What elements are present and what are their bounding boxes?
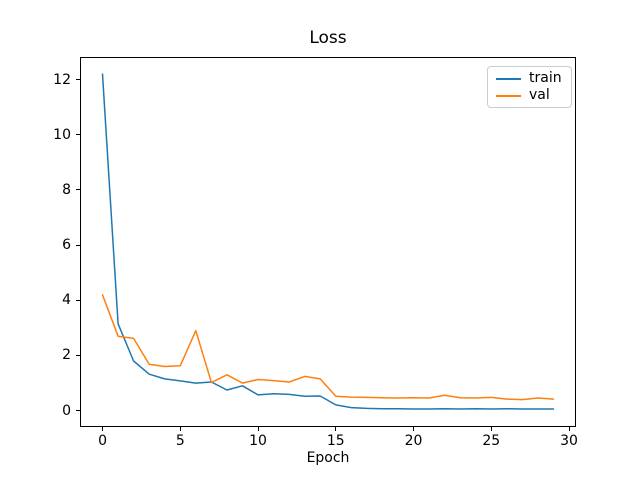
x-tick-label: 25 <box>482 433 501 449</box>
plot-area <box>80 57 576 427</box>
y-tick-label: 4 <box>62 292 71 309</box>
y-tick-label: 10 <box>53 126 71 143</box>
x-tick-mark <box>490 427 492 431</box>
y-tick-label: 12 <box>53 71 71 88</box>
x-tick-label: 30 <box>560 433 578 449</box>
x-tick-mark <box>179 427 181 431</box>
x-tick-label: 0 <box>98 433 107 449</box>
x-axis-label: Epoch <box>306 450 350 466</box>
y-tick-mark <box>76 244 80 246</box>
y-tick-label: 0 <box>62 402 71 419</box>
legend-item-val: val <box>496 88 562 103</box>
legend-item-train: train <box>496 71 562 86</box>
y-tick-mark <box>76 354 80 356</box>
y-tick-label: 6 <box>62 237 71 254</box>
x-tick-mark <box>335 427 337 431</box>
y-tick-mark <box>76 189 80 191</box>
train-line-sample-icon <box>496 77 521 80</box>
x-tick-mark <box>102 427 104 431</box>
x-tick-mark <box>413 427 415 431</box>
y-tick-mark <box>76 410 80 412</box>
legend-label-val: val <box>529 87 550 103</box>
y-tick-mark <box>76 79 80 81</box>
y-tick-mark <box>76 299 80 301</box>
y-tick-label: 8 <box>62 181 71 198</box>
x-tick-label: 20 <box>404 433 423 449</box>
legend: train val <box>487 66 572 108</box>
x-tick-mark <box>568 427 570 431</box>
x-tick-label: 5 <box>175 433 185 449</box>
x-tick-mark <box>257 427 259 431</box>
x-tick-label: 10 <box>249 433 267 449</box>
legend-label-train: train <box>529 70 562 86</box>
val-line-sample-icon <box>496 94 521 97</box>
chart-title: Loss <box>309 28 347 48</box>
y-tick-label: 2 <box>62 347 71 364</box>
x-tick-label: 15 <box>326 433 345 449</box>
y-tick-mark <box>76 134 80 136</box>
